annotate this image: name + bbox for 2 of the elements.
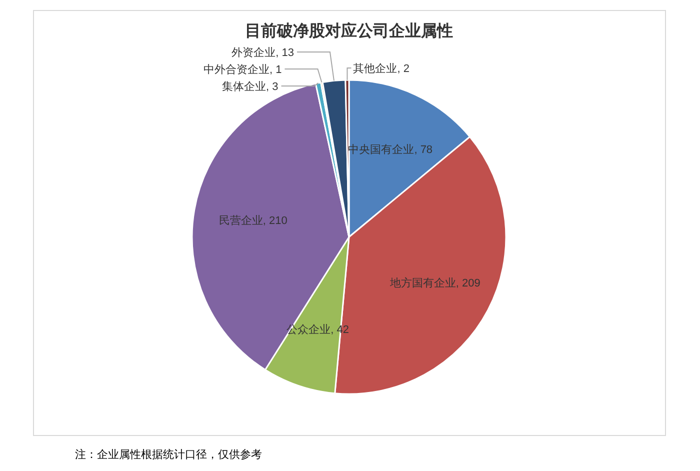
chart-title: 目前破净股对应公司企业属性: [245, 21, 453, 40]
text: 注：企业属性根据统计口径，仅供参考: [75, 448, 262, 461]
